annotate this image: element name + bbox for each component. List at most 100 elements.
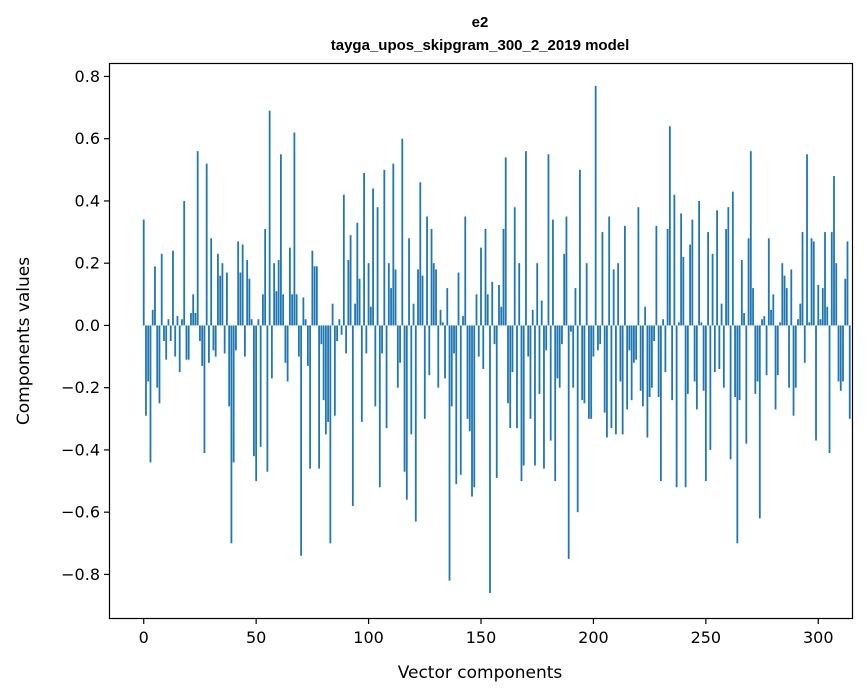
bar-111 <box>392 163 395 326</box>
bar-91 <box>347 260 350 326</box>
bar-214 <box>624 225 626 326</box>
bar-68 <box>295 294 298 326</box>
bar-140 <box>457 272 460 326</box>
bar-161 <box>504 157 507 326</box>
bar-270 <box>749 151 752 326</box>
bar-104 <box>376 207 379 326</box>
bar-258 <box>722 325 725 388</box>
x-axis: 0 50 100 150 200 250 300 <box>139 618 834 647</box>
bar-135 <box>446 288 449 326</box>
bar-142 <box>462 316 464 326</box>
bar-51 <box>257 319 260 326</box>
bar-49 <box>253 325 255 457</box>
bar-85 <box>333 325 336 416</box>
bar-257 <box>720 303 723 326</box>
bar-43 <box>239 272 242 326</box>
bar-78 <box>318 325 321 469</box>
bar-190 <box>570 325 572 332</box>
bar-80 <box>322 325 325 401</box>
bar-264 <box>736 325 739 544</box>
bar-168 <box>520 325 523 482</box>
bar-160 <box>502 228 505 326</box>
bar-96 <box>358 278 361 326</box>
bar-14 <box>174 325 177 357</box>
bar-11 <box>167 319 170 326</box>
y-tick-label: −0.6 <box>61 503 100 522</box>
bar-281 <box>774 325 777 410</box>
bar-143 <box>464 216 467 326</box>
bar-117 <box>405 325 408 500</box>
bar-228 <box>655 225 658 326</box>
bar-69 <box>297 325 300 357</box>
bar-181 <box>549 325 552 441</box>
bar-154 <box>489 325 491 594</box>
bar-50 <box>255 325 258 482</box>
y-tick-label: 0.8 <box>75 67 100 86</box>
bar-196 <box>583 325 586 404</box>
bar-32 <box>214 325 217 357</box>
bar-221 <box>639 325 642 391</box>
bar-200 <box>592 325 595 357</box>
bar-250 <box>704 325 707 482</box>
bar-304 <box>826 306 829 326</box>
bar-150 <box>480 247 482 326</box>
bar-0 <box>142 219 145 326</box>
bar-77 <box>315 266 318 326</box>
bar-45 <box>244 325 246 357</box>
bar-273 <box>756 325 759 382</box>
bar-87 <box>338 319 341 326</box>
bar-286 <box>785 288 788 326</box>
bar-266 <box>740 260 743 326</box>
bar-5 <box>154 266 156 326</box>
bar-276 <box>763 316 766 326</box>
bar-73 <box>306 325 309 366</box>
bar-40 <box>232 325 235 463</box>
bar-260 <box>727 207 730 326</box>
bar-291 <box>797 319 799 326</box>
bar-189 <box>567 325 570 559</box>
bar-169 <box>522 325 525 466</box>
bar-6 <box>156 325 159 388</box>
bar-60 <box>277 260 280 326</box>
bar-243 <box>689 244 692 326</box>
y-tick-label: 0.2 <box>75 254 100 273</box>
x-axis-title: Vector components <box>398 663 563 683</box>
bar-101 <box>369 306 372 326</box>
bar-7 <box>158 325 161 404</box>
bar-238 <box>677 322 680 326</box>
bar-26 <box>201 325 204 366</box>
bar-292 <box>799 303 802 326</box>
bar-series <box>142 85 851 594</box>
bar-235 <box>671 325 674 401</box>
bar-280 <box>772 294 775 326</box>
bar-240 <box>682 256 685 326</box>
bar-57 <box>270 325 273 379</box>
x-tick-label: 100 <box>353 628 384 647</box>
bar-86 <box>336 325 338 341</box>
bar-67 <box>293 132 296 326</box>
bar-94 <box>354 303 356 326</box>
bar-89 <box>342 194 345 326</box>
bar-108 <box>385 325 388 429</box>
bar-16 <box>178 325 181 373</box>
bar-157 <box>495 325 498 478</box>
bar-136 <box>448 325 451 581</box>
bar-307 <box>833 176 835 326</box>
bar-46 <box>246 260 249 326</box>
bar-193 <box>576 325 579 513</box>
bar-90 <box>345 325 347 354</box>
bar-171 <box>527 325 530 357</box>
bar-236 <box>673 194 676 326</box>
bar-35 <box>221 263 224 326</box>
bar-24 <box>196 151 199 326</box>
bar-278 <box>767 238 770 326</box>
bar-204 <box>601 232 604 326</box>
bar-303 <box>824 232 826 326</box>
bar-223 <box>644 306 647 326</box>
x-tick-label: 250 <box>691 628 722 647</box>
bar-3 <box>149 325 152 463</box>
chart-title: e2 <box>472 14 489 31</box>
bar-141 <box>459 325 462 475</box>
bar-79 <box>320 325 323 345</box>
